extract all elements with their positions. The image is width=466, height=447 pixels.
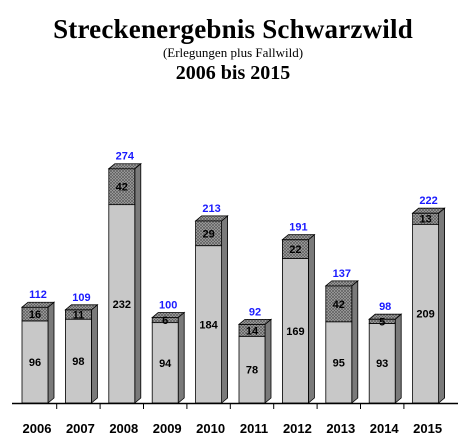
x-tick-label: 2012 bbox=[283, 421, 312, 436]
bar-total-label: 191 bbox=[289, 222, 307, 234]
bar-top-face bbox=[107, 163, 142, 170]
chart-period: 2006 bis 2015 bbox=[175, 62, 291, 84]
bar-2011: 78 14 92 bbox=[237, 306, 273, 404]
bar-lower-segment bbox=[281, 258, 309, 404]
chart-title: Streckenergebnis Schwarzwild bbox=[53, 14, 413, 44]
bar-value-upper: 13 bbox=[419, 214, 431, 226]
bar-total-label: 100 bbox=[159, 300, 177, 312]
chart-subtitle: (Erlegungen plus Fallwild) bbox=[162, 45, 304, 60]
bar-side-2014 bbox=[394, 313, 402, 404]
bar-side-2008 bbox=[134, 162, 142, 404]
bar-upper-segment bbox=[325, 285, 353, 323]
bar-value-upper: 29 bbox=[202, 228, 214, 240]
bar-value-upper: 16 bbox=[29, 309, 41, 321]
bar-total-label: 98 bbox=[379, 301, 391, 313]
x-axis: 2006 2007 2008 2009 2010 2011 2012 2013 2014 2015 bbox=[12, 402, 458, 436]
bar-2008: 232 42 274 bbox=[107, 151, 142, 404]
bar-total-label: 92 bbox=[249, 306, 261, 318]
bar-value-lower: 232 bbox=[113, 299, 131, 311]
x-tick-label: 2014 bbox=[370, 421, 400, 436]
bar-total-label: 274 bbox=[116, 151, 135, 163]
bar-total-label: 137 bbox=[333, 268, 351, 280]
bar-top-face bbox=[20, 301, 56, 308]
bar-2015: 209 13 222 bbox=[411, 195, 446, 404]
bar-top-face bbox=[151, 312, 186, 318]
x-tick-label: 2011 bbox=[240, 421, 268, 436]
bar-2012: 169 22 191 bbox=[281, 222, 316, 404]
bar-value-upper: 5 bbox=[379, 316, 385, 328]
bar-value-lower: 98 bbox=[72, 356, 84, 368]
bar-side-2009 bbox=[177, 311, 185, 404]
bar-value-lower: 94 bbox=[159, 358, 172, 370]
bar-value-upper: 11 bbox=[73, 310, 85, 322]
bar-value-lower: 184 bbox=[199, 319, 218, 331]
bar-total-label: 112 bbox=[29, 289, 47, 301]
bar-top-face bbox=[64, 304, 99, 311]
bar-2014: 93 5 98 bbox=[368, 301, 403, 404]
bar-side-2013 bbox=[351, 280, 359, 404]
bar-value-lower: 93 bbox=[376, 358, 388, 370]
bar-total-label: 222 bbox=[419, 195, 437, 207]
bar-value-lower: 96 bbox=[29, 357, 41, 369]
bar-top-face bbox=[324, 280, 359, 287]
bar-lower-segment bbox=[325, 321, 353, 404]
x-tick-label: 2013 bbox=[326, 421, 355, 436]
bar-upper-segment bbox=[195, 220, 223, 247]
bar-2006: 96 16 112 bbox=[20, 289, 56, 404]
bar-value-upper: 22 bbox=[289, 244, 301, 256]
x-tick-label: 2009 bbox=[153, 421, 182, 436]
bar-top-face bbox=[368, 313, 403, 320]
bar-2007: 98 11 109 bbox=[64, 292, 99, 404]
bar-top-face bbox=[194, 215, 229, 222]
bar-value-upper: 6 bbox=[162, 315, 168, 327]
x-tick-label: 2006 bbox=[23, 421, 52, 436]
bar-lower-segment bbox=[195, 245, 223, 404]
bar-top-face bbox=[411, 207, 446, 214]
x-tick-label: 2007 bbox=[66, 421, 95, 436]
bar-top-face bbox=[281, 234, 316, 241]
bar-2013: 95 42 137 bbox=[324, 268, 359, 404]
bar-total-label: 109 bbox=[72, 292, 90, 304]
bar-value-upper: 14 bbox=[246, 325, 259, 337]
bar-group: 96 16 112 98 11 109 232 42 274 94 6 100 184 29 213 78 14… bbox=[20, 151, 446, 404]
bar-side-2006 bbox=[47, 301, 55, 404]
bar-value-lower: 209 bbox=[416, 309, 434, 321]
bar-lower-segment bbox=[151, 322, 179, 404]
x-tick-label: 2008 bbox=[109, 421, 138, 436]
bar-top-face bbox=[237, 318, 273, 325]
bar-side-2012 bbox=[307, 233, 315, 404]
x-tick-label: 2015 bbox=[413, 421, 442, 436]
bar-side-2007 bbox=[91, 303, 98, 404]
bar-side-2010 bbox=[221, 215, 229, 404]
bar-value-upper: 42 bbox=[333, 299, 345, 311]
bar-lower-segment bbox=[412, 223, 440, 404]
bar-2009: 94 6 100 bbox=[151, 300, 186, 404]
x-tick-label: 2010 bbox=[196, 421, 225, 436]
bar-side-2015 bbox=[438, 207, 446, 404]
bar-side-2011 bbox=[264, 318, 272, 404]
bar-2010: 184 29 213 bbox=[194, 203, 229, 404]
bar-value-upper: 42 bbox=[116, 182, 128, 194]
bar-total-label: 213 bbox=[202, 203, 220, 215]
bar-value-lower: 95 bbox=[333, 357, 345, 369]
bar-value-lower: 78 bbox=[246, 365, 258, 377]
bar-value-lower: 169 bbox=[286, 326, 304, 338]
